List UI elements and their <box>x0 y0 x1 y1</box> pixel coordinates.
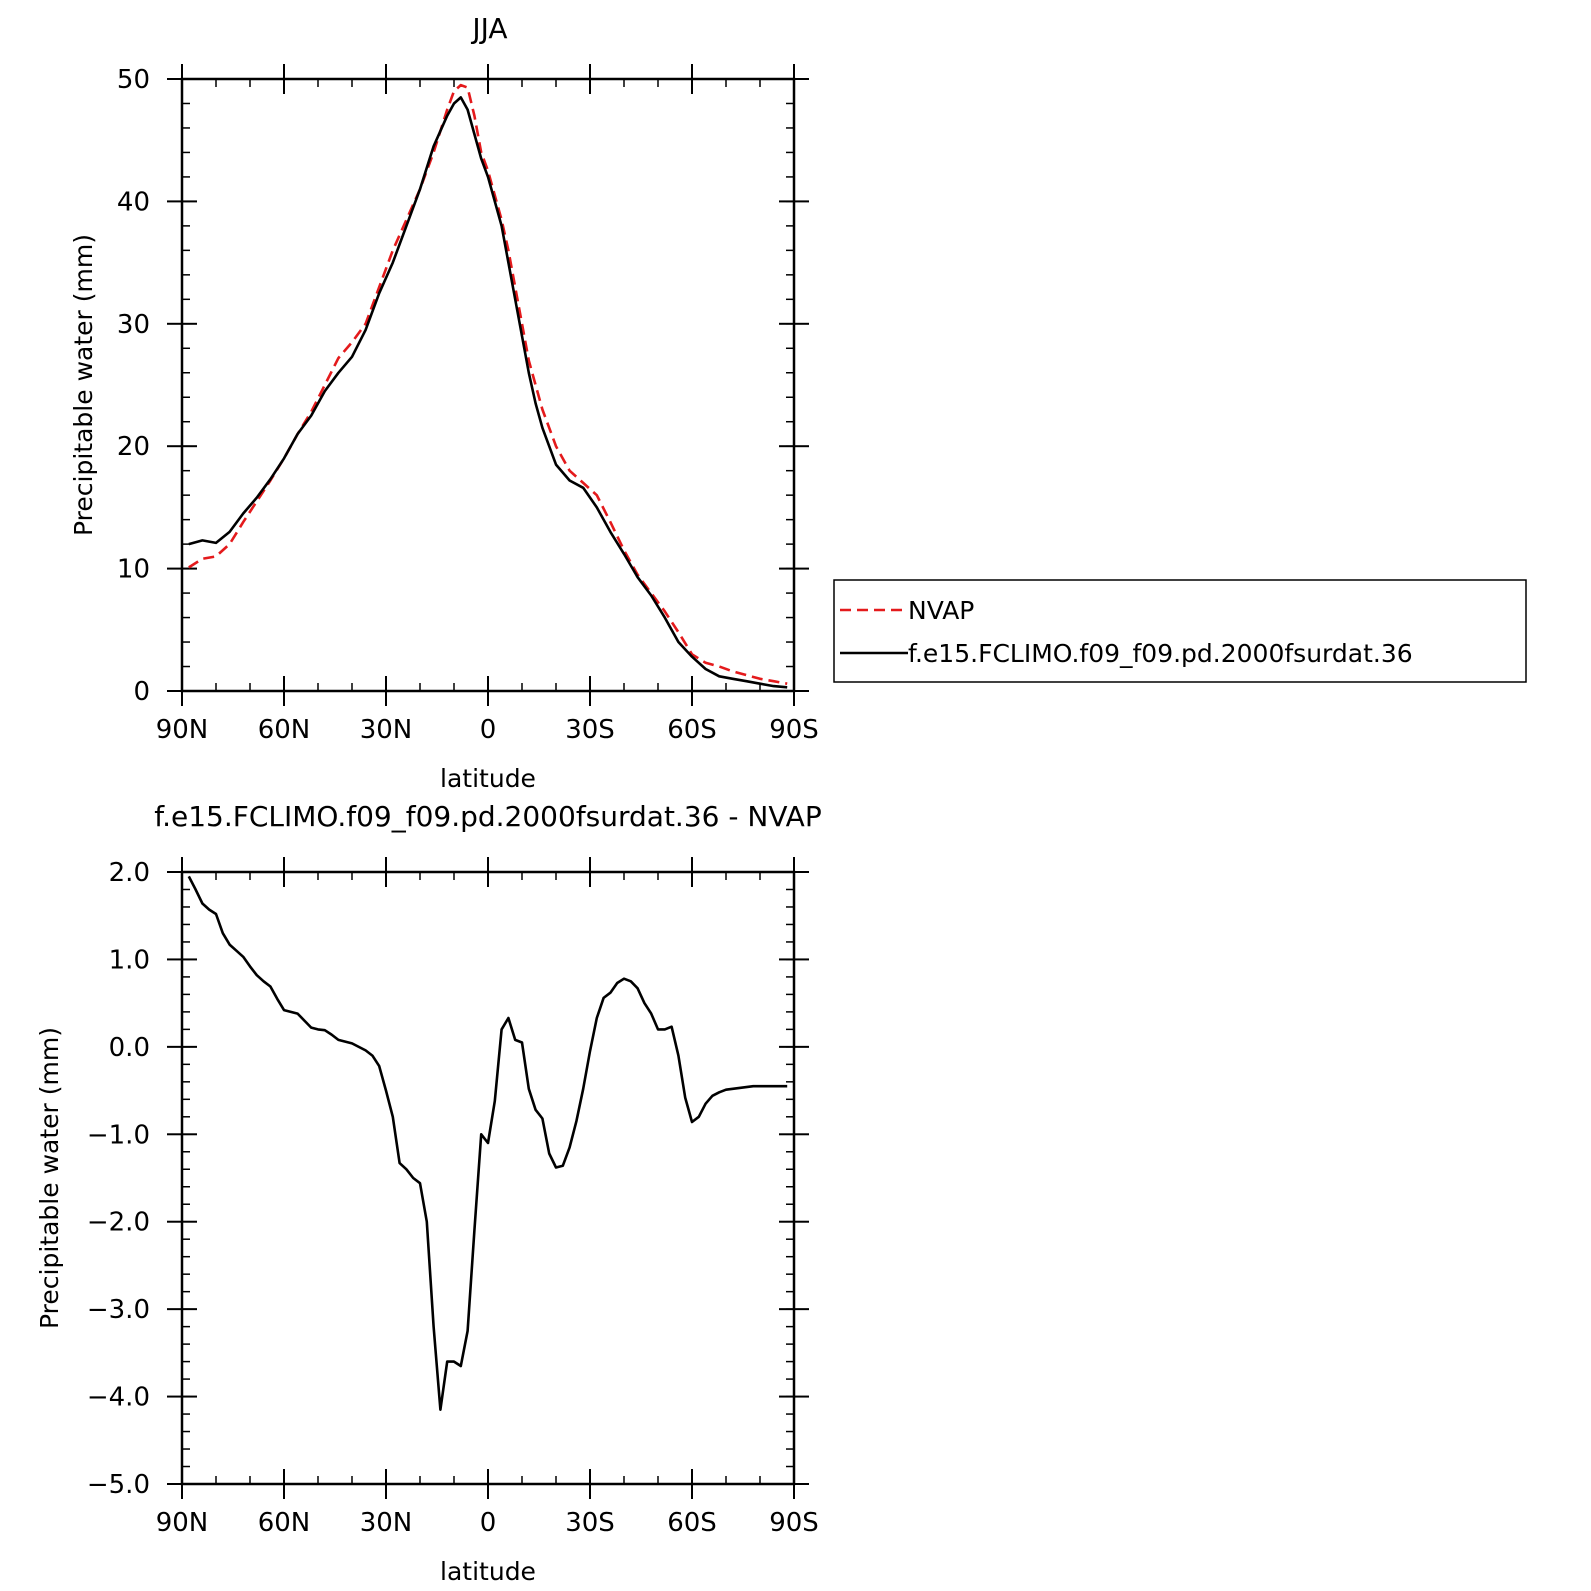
bottom-y-tick-label: 1.0 <box>109 945 150 975</box>
top-tick-labels: 0 10 20 30 40 50 90N 60N 30N 0 30S 60S 90S <box>117 65 819 745</box>
bottom-x-tick-label: 60N <box>258 1508 311 1538</box>
legend-box <box>833 579 1527 683</box>
bottom-y-tick-label: 2.0 <box>109 858 150 888</box>
top-chart-title: JJA <box>470 12 507 45</box>
top-y-tick-label: 10 <box>117 555 150 585</box>
top-x-tick-label: 0 <box>480 715 497 745</box>
top-x-tick-label: 90N <box>156 715 209 745</box>
top-series-line-nvap <box>188 83 788 685</box>
bottom-x-axis-label: latitude <box>440 1557 536 1586</box>
bottom-plot-frame <box>180 870 796 1486</box>
legend: NVAP f.e15.FCLIMO.f09_f09.pd.2000fsurdat… <box>833 579 1527 683</box>
top-y-tick-label: 50 <box>117 65 150 95</box>
bottom-x-tick-label: 30S <box>565 1508 615 1538</box>
top-x-axis-label: latitude <box>440 764 536 793</box>
top-series <box>188 83 788 689</box>
bottom-y-tick-label: −4.0 <box>87 1383 150 1413</box>
bottom-series-line-model <box>187 875 788 1411</box>
bottom-tick-labels: −5.0 −4.0 −3.0 −2.0 −1.0 0.0 1.0 2.0 90N 60N 30N 0 3… <box>87 858 819 1538</box>
top-panel: JJA 0 10 20 30 40 50 90N 60N 30N 0 30S 60S 90S latit… <box>69 12 819 793</box>
bottom-x-tick-label: 90N <box>156 1508 209 1538</box>
top-y-tick-label: 0 <box>133 677 150 707</box>
top-y-tick-label: 20 <box>117 432 150 462</box>
bottom-x-tick-label: 30N <box>360 1508 413 1538</box>
top-plot-frame <box>180 77 796 693</box>
bottom-y-axis-label: Precipitable water (mm) <box>35 1027 64 1329</box>
bottom-x-tick-label: 0 <box>480 1508 497 1538</box>
top-x-tick-label: 30S <box>565 715 615 745</box>
bottom-x-tick-label: 60S <box>667 1508 717 1538</box>
bottom-chart-title: f.e15.FCLIMO.f09_f09.pd.2000fsurdat.36 -… <box>154 800 821 833</box>
bottom-axis-ticks <box>167 857 809 1499</box>
legend-label-model: f.e15.FCLIMO.f09_f09.pd.2000fsurdat.36 <box>908 639 1413 668</box>
bottom-y-tick-label: −1.0 <box>87 1120 150 1150</box>
top-series-line-model <box>188 96 788 689</box>
bottom-y-tick-label: −5.0 <box>87 1470 150 1500</box>
bottom-y-tick-label: −2.0 <box>87 1208 150 1238</box>
bottom-x-tick-label: 90S <box>769 1508 819 1538</box>
bottom-y-tick-label: 0.0 <box>109 1033 150 1063</box>
top-y-axis-label: Precipitable water (mm) <box>69 234 98 536</box>
top-x-tick-label: 60N <box>258 715 311 745</box>
bottom-panel: f.e15.FCLIMO.f09_f09.pd.2000fsurdat.36 -… <box>35 800 822 1586</box>
top-axis-ticks <box>167 64 809 706</box>
legend-label-nvap: NVAP <box>908 596 974 625</box>
top-y-tick-label: 40 <box>117 187 150 217</box>
bottom-series <box>187 875 788 1411</box>
top-y-tick-label: 30 <box>117 310 150 340</box>
top-x-tick-label: 60S <box>667 715 717 745</box>
top-x-tick-label: 30N <box>360 715 413 745</box>
bottom-y-tick-label: −3.0 <box>87 1295 150 1325</box>
top-x-tick-label: 90S <box>769 715 819 745</box>
